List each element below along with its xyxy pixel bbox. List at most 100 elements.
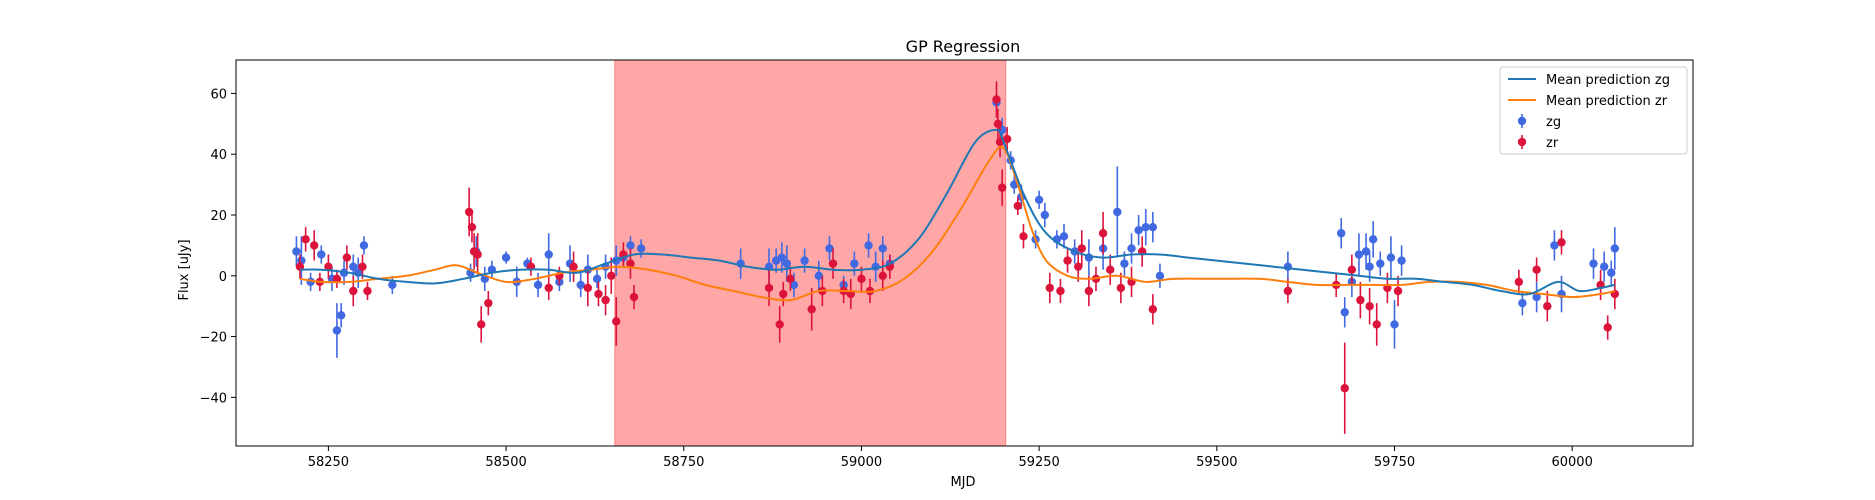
line-mean-prediction-zg (299, 128, 1616, 296)
x-tick-label: 58500 (485, 455, 526, 470)
data-point (1127, 244, 1136, 253)
data-point (1589, 259, 1598, 268)
plot-area: 58250 58500 58750 59000 59250 59500 59750 60000… (200, 59, 1694, 470)
data-point (782, 259, 792, 268)
data-point (800, 256, 809, 265)
data-point (292, 247, 301, 256)
data-point (1148, 222, 1158, 232)
y-tick-label: 40 (210, 148, 227, 163)
x-axis-label: MJD (950, 475, 975, 490)
data-point (626, 259, 635, 268)
data-point (594, 289, 603, 299)
y-tick-label: −20 (200, 331, 227, 346)
data-point (576, 280, 585, 290)
data-point (1141, 222, 1150, 232)
data-point (779, 289, 788, 299)
data-point (1354, 250, 1364, 259)
data-point (1034, 195, 1044, 205)
y-tick-label: 20 (210, 209, 227, 224)
data-point (1336, 229, 1346, 238)
data-point (1283, 286, 1293, 296)
data-point (1607, 268, 1616, 277)
data-point (317, 250, 326, 259)
data-point (1134, 226, 1143, 235)
data-point (533, 280, 543, 290)
data-point (544, 250, 553, 259)
x-tick-label: 59250 (1018, 455, 1059, 470)
data-point (388, 280, 397, 290)
data-point (569, 262, 578, 271)
series-zr (295, 81, 1620, 434)
data-point (473, 250, 482, 259)
data-point (1013, 201, 1023, 211)
data-point (349, 262, 358, 271)
data-point (1550, 241, 1559, 250)
data-point (764, 283, 774, 293)
y-tick-label: 60 (210, 87, 227, 102)
data-point (358, 262, 367, 271)
data-point (467, 222, 477, 232)
data-point (1340, 308, 1349, 317)
data-point (607, 271, 616, 280)
data-point (1059, 232, 1069, 241)
data-point (612, 317, 621, 326)
data-point (1113, 207, 1122, 217)
data-point (1361, 247, 1371, 256)
data-point (1056, 286, 1065, 296)
data-point (775, 320, 784, 329)
data-point (1356, 295, 1365, 305)
x-tick-label: 60000 (1551, 455, 1592, 470)
data-point (629, 292, 639, 302)
data-point (1019, 232, 1028, 241)
data-point (601, 295, 610, 305)
data-point (336, 311, 346, 320)
legend-label: zg (1546, 115, 1561, 130)
data-point (850, 259, 859, 268)
y-tick-label: −40 (200, 391, 227, 406)
data-point (777, 253, 787, 262)
data-point (993, 119, 1003, 129)
data-point (1120, 259, 1129, 268)
data-point (349, 286, 358, 296)
data-point (825, 244, 834, 253)
chart-title: GP Regression (906, 37, 1021, 56)
data-point (501, 253, 511, 262)
x-tick-label: 59000 (841, 455, 882, 470)
data-point (1283, 262, 1293, 271)
data-point (1040, 210, 1050, 220)
data-point (789, 280, 799, 290)
data-point (332, 274, 342, 284)
data-point (309, 241, 319, 250)
data-point (997, 183, 1007, 192)
legend-label: Mean prediction zr (1546, 94, 1668, 109)
data-point (857, 274, 866, 284)
legend-swatch-marker (1517, 116, 1527, 126)
legend-label: zr (1546, 136, 1559, 151)
data-point (1368, 235, 1378, 244)
data-point (544, 283, 553, 293)
data-point (1372, 320, 1381, 329)
data-point (477, 320, 486, 329)
data-point (1098, 229, 1108, 238)
data-layer (292, 60, 1620, 446)
legend-swatch-marker (1517, 137, 1527, 147)
series-zg (292, 93, 1620, 358)
data-point (1074, 262, 1083, 271)
data-point (1532, 265, 1541, 274)
line-mean-prediction-zr (299, 145, 1616, 302)
data-point (1386, 253, 1396, 262)
data-point (878, 244, 887, 253)
data-point (301, 235, 310, 244)
data-point (626, 241, 635, 250)
y-tick-label: 0 (219, 270, 227, 285)
data-point (786, 274, 795, 284)
data-point (1397, 256, 1406, 265)
data-point (1002, 134, 1012, 144)
data-point (583, 283, 593, 293)
data-point (1376, 259, 1385, 268)
data-point (1610, 244, 1620, 253)
data-point (828, 259, 838, 268)
data-point (1347, 265, 1357, 274)
data-point (636, 244, 646, 253)
